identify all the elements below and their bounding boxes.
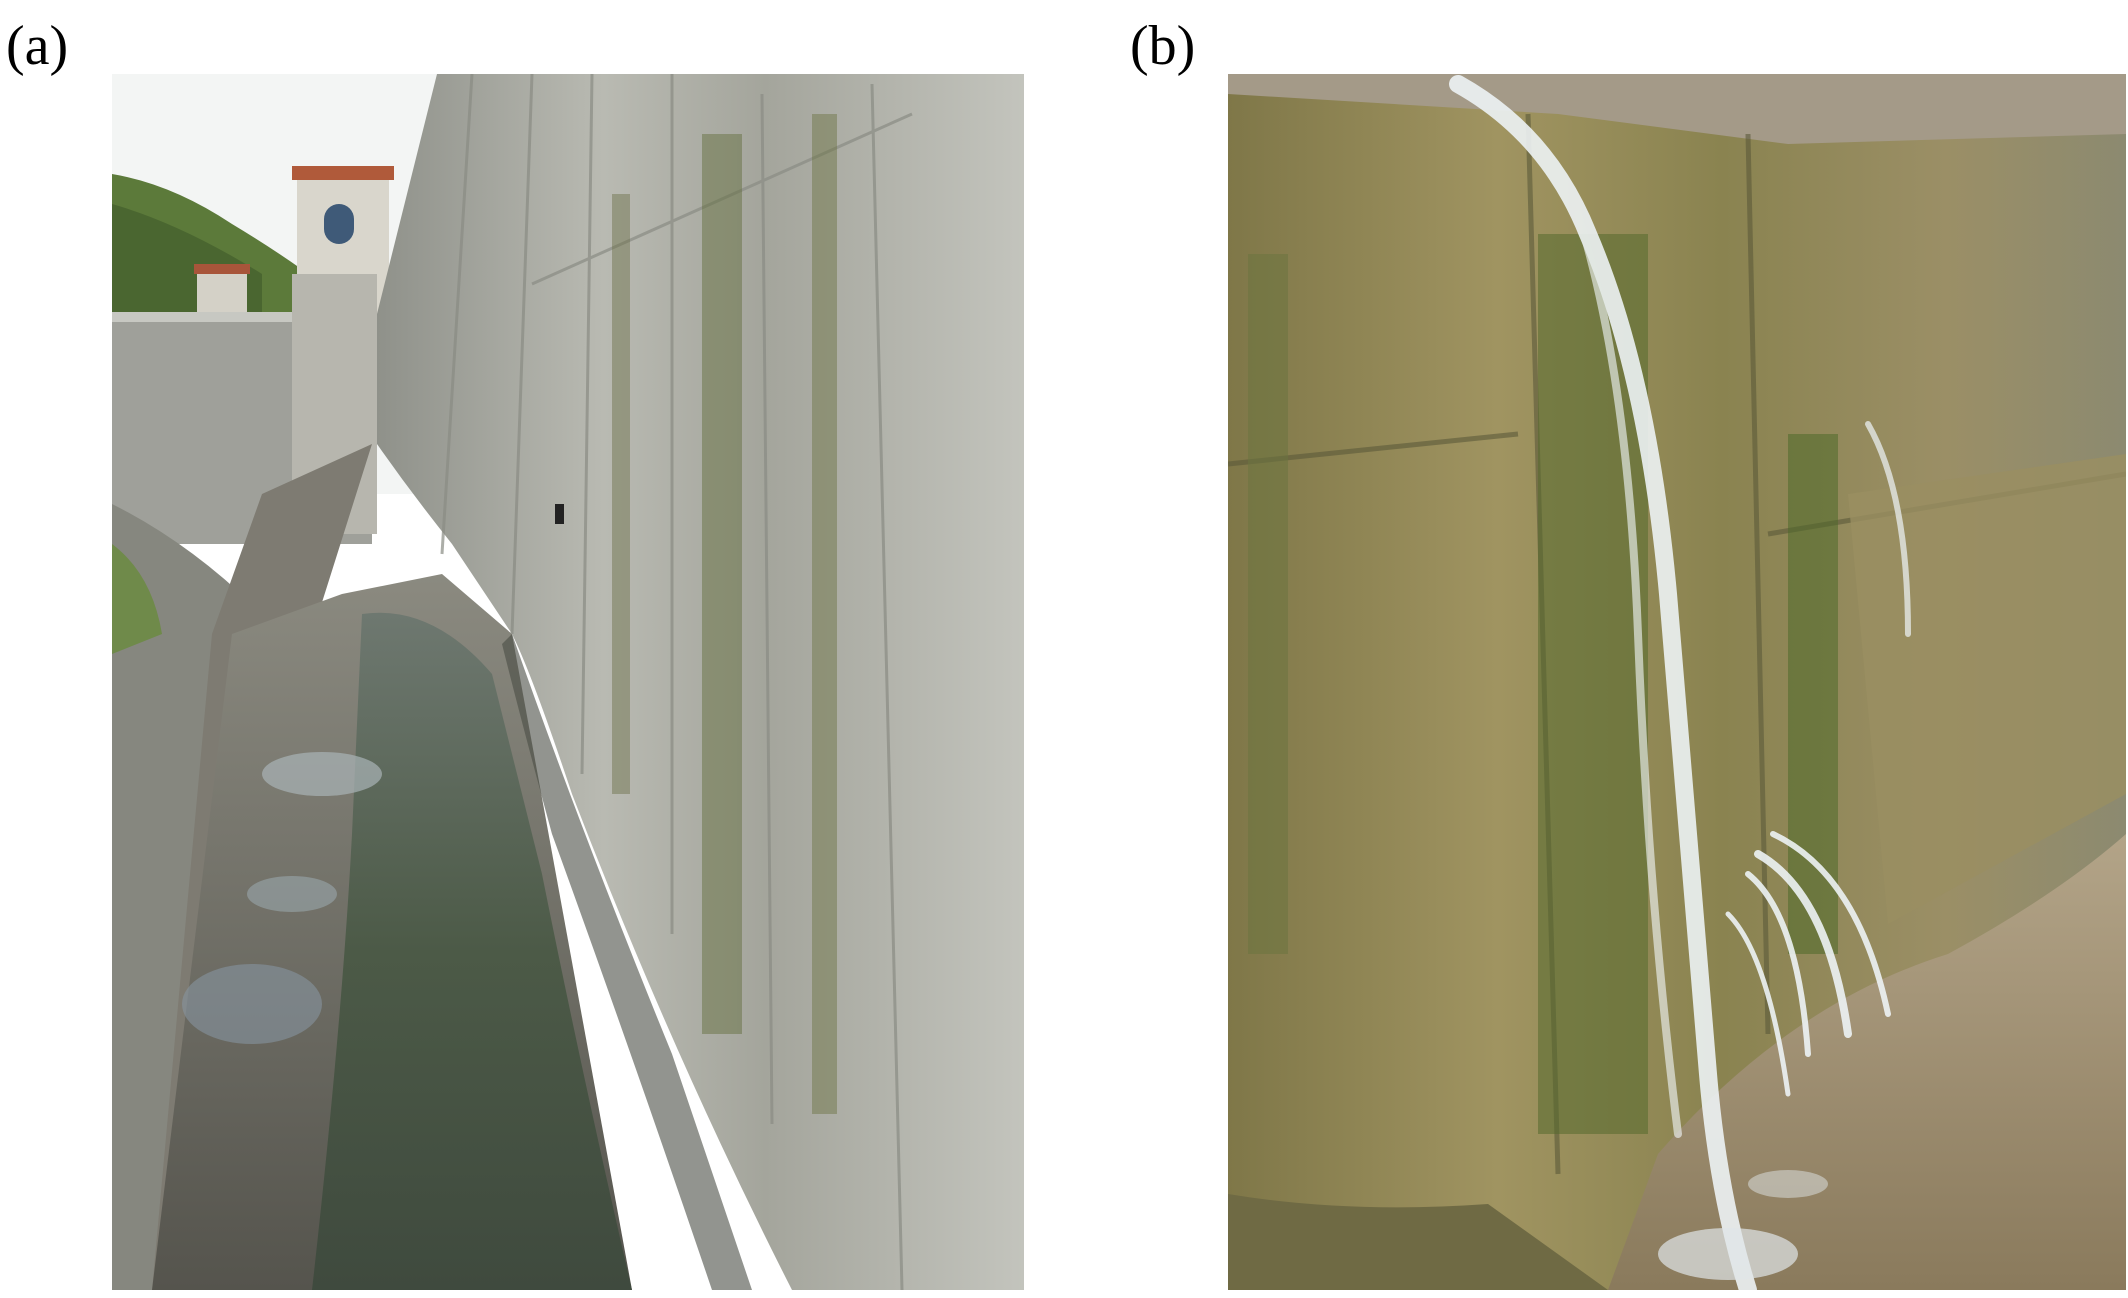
panel-label-a: (a) [6, 15, 69, 77]
photo-dam-wall-channel [112, 74, 1024, 1290]
photo-a-illustration [112, 74, 1024, 1290]
photo-b-illustration [1228, 74, 2126, 1290]
panel-label-b: (b) [1130, 15, 1196, 77]
photo-wall-seepage [1228, 74, 2126, 1290]
